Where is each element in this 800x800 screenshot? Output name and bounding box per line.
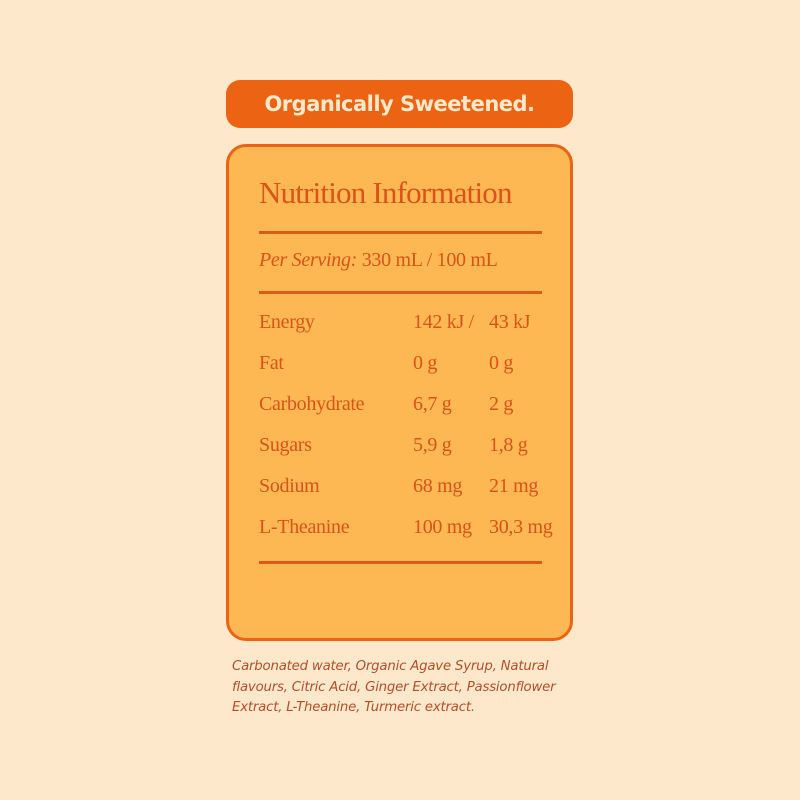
per-100ml-value: 21 mg bbox=[489, 475, 539, 497]
per-serving-value: 68 mg bbox=[413, 475, 463, 497]
nutrient-row: Carbohydrate 6,7 g 2 g bbox=[259, 393, 559, 423]
per-serving-value: 5,9 g bbox=[413, 434, 452, 456]
divider bbox=[259, 291, 542, 294]
nutrient-name: Sugars bbox=[259, 434, 312, 456]
per-serving-value: 142 kJ / bbox=[413, 311, 474, 333]
per-100ml-value: 43 kJ bbox=[489, 311, 531, 333]
organically-sweetened-banner: Organically Sweetened. bbox=[226, 80, 573, 128]
serving-info: Per Serving: 330 mL / 100 mL bbox=[259, 249, 498, 272]
nutrient-row: Energy 142 kJ / 43 kJ bbox=[259, 311, 559, 341]
nutrient-name: L-Theanine bbox=[259, 516, 350, 538]
nutrient-row: Sodium 68 mg 21 mg bbox=[259, 475, 559, 505]
per-100ml-value: 2 g bbox=[489, 393, 514, 415]
divider bbox=[259, 231, 542, 234]
per-100ml-value: 0 g bbox=[489, 352, 514, 374]
nutrient-row: Sugars 5,9 g 1,8 g bbox=[259, 434, 559, 464]
nutrient-name: Carbohydrate bbox=[259, 393, 365, 415]
nutrition-panel: Nutrition Information Per Serving: 330 m… bbox=[226, 144, 573, 641]
per-100ml-value: 1,8 g bbox=[489, 434, 528, 456]
nutrient-name: Fat bbox=[259, 352, 284, 374]
per-serving-value: 6,7 g bbox=[413, 393, 452, 415]
per-serving-value: 0 g bbox=[413, 352, 438, 374]
nutrient-row: L-Theanine 100 mg 30,3 mg bbox=[259, 516, 559, 546]
nutrition-title: Nutrition Information bbox=[259, 175, 512, 210]
per-serving-value: 100 mg bbox=[413, 516, 472, 538]
per-100ml-value: 30,3 mg bbox=[489, 516, 553, 538]
nutrient-row: Fat 0 g 0 g bbox=[259, 352, 559, 382]
divider bbox=[259, 561, 542, 564]
nutrient-name: Energy bbox=[259, 311, 315, 333]
serving-label: Per Serving: bbox=[259, 249, 358, 271]
nutrient-name: Sodium bbox=[259, 475, 320, 497]
serving-value: 330 mL / 100 mL bbox=[361, 249, 498, 271]
ingredients-text: Carbonated water, Organic Agave Syrup, N… bbox=[232, 659, 556, 715]
